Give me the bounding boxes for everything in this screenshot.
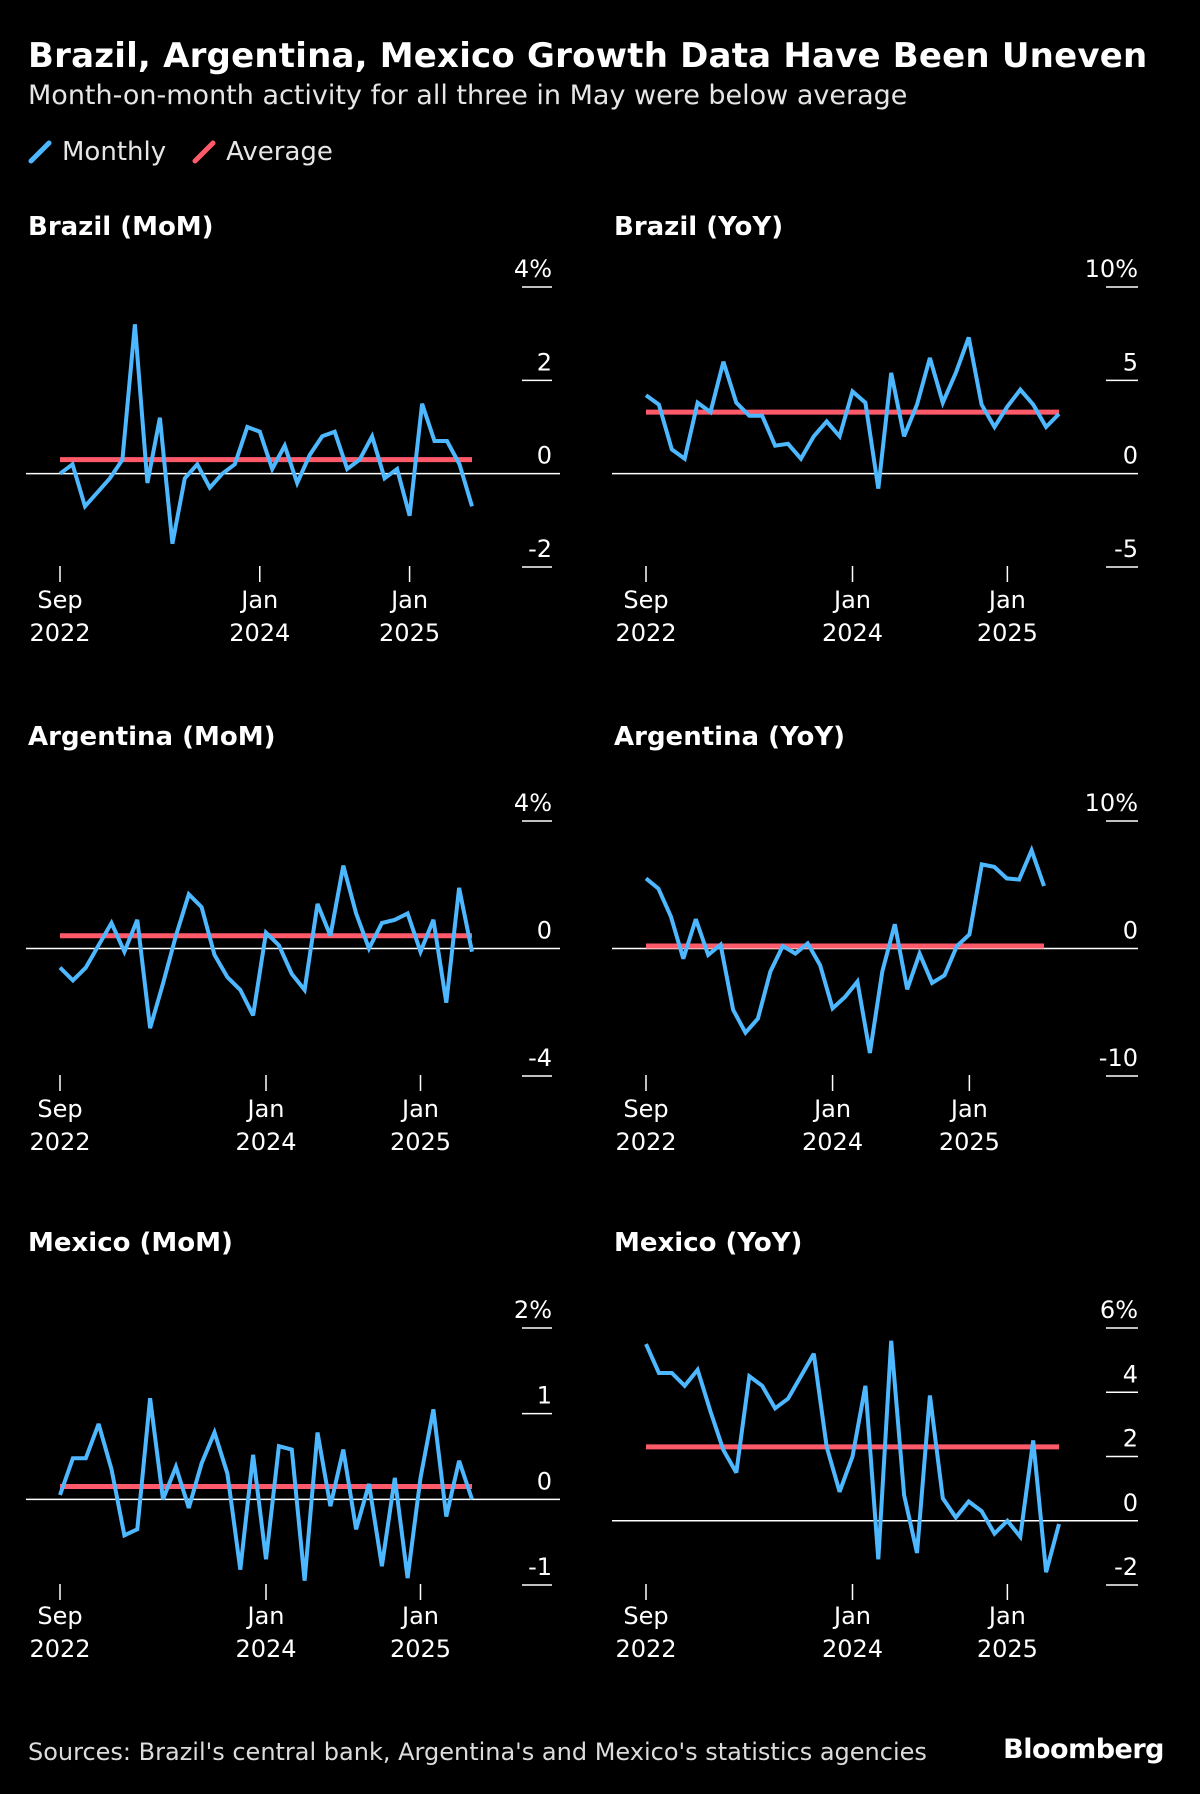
x-tick-label-month: Sep xyxy=(623,586,668,614)
y-tick-label: 10% xyxy=(1085,255,1138,283)
x-tick-label-year: 2024 xyxy=(822,619,883,647)
legend-item-average[interactable]: Average xyxy=(192,137,333,167)
panel-title-argentina-mom: Argentina (MoM) xyxy=(28,722,276,752)
x-tick-label-month: Sep xyxy=(623,1095,668,1123)
chart-brazil-yoy: 10% 5 0 -5 Sep 2022 Jan 2024 Jan 2025 xyxy=(612,255,1138,647)
x-tick-label-year: 2025 xyxy=(977,619,1038,647)
x-tick-label-month: Jan xyxy=(832,1602,871,1630)
x-tick-label-year: 2025 xyxy=(390,1635,451,1663)
y-tick-label: 2 xyxy=(537,348,552,376)
legend-label-monthly: Monthly xyxy=(62,137,167,167)
x-tick-label-year: 2022 xyxy=(615,1128,676,1156)
y-tick-label: 4% xyxy=(514,255,552,283)
monthly-series-line xyxy=(644,844,1046,1054)
y-tick-label: -5 xyxy=(1114,535,1138,563)
y-tick-label: 6% xyxy=(1100,1296,1138,1324)
legend-label-average: Average xyxy=(226,137,333,167)
x-tick-label-month: Jan xyxy=(389,586,428,614)
x-tick-label-year: 2025 xyxy=(390,1128,451,1156)
x-tick-label-month: Jan xyxy=(246,1602,285,1630)
monthly-series-line xyxy=(644,336,1061,489)
y-tick-label: -10 xyxy=(1099,1044,1138,1072)
x-tick-label-month: Jan xyxy=(987,586,1026,614)
chart-mexico-yoy: 6% 4 2 0 -2 Sep 2022 Jan 2024 Jan 2025 xyxy=(612,1296,1138,1663)
y-tick-label: 2 xyxy=(1123,1425,1138,1453)
panel-title-brazil-mom: Brazil (MoM) xyxy=(28,212,214,242)
y-tick-label: 0 xyxy=(537,1467,552,1495)
y-tick-label: 4 xyxy=(1123,1360,1138,1388)
legend: Monthly Average xyxy=(28,134,359,170)
x-tick-label-month: Sep xyxy=(37,586,82,614)
monthly-series-line xyxy=(58,865,474,1029)
x-tick-label-year: 2024 xyxy=(802,1128,863,1156)
x-tick-label-year: 2022 xyxy=(615,1635,676,1663)
y-tick-label: 2% xyxy=(514,1296,552,1324)
y-tick-label: 0 xyxy=(1123,1489,1138,1517)
chart-subtitle: Month-on-month activity for all three in… xyxy=(28,80,908,111)
x-tick-label-year: 2024 xyxy=(822,1635,883,1663)
y-tick-label: 0 xyxy=(1123,917,1138,945)
y-tick-label: 0 xyxy=(1123,442,1138,470)
x-tick-label-month: Jan xyxy=(400,1602,439,1630)
monthly-series-line xyxy=(58,1397,474,1581)
legend-item-monthly[interactable]: Monthly xyxy=(28,137,166,167)
source-note: Sources: Brazil's central bank, Argentin… xyxy=(28,1738,927,1766)
x-tick-label-month: Jan xyxy=(400,1095,439,1123)
y-tick-label: 4% xyxy=(514,789,552,817)
x-tick-label-month: Jan xyxy=(987,1602,1026,1630)
x-tick-label-month: Jan xyxy=(246,1095,285,1123)
y-tick-label: 0 xyxy=(537,917,552,945)
x-tick-label-month: Sep xyxy=(37,1602,82,1630)
x-tick-label-month: Jan xyxy=(812,1095,851,1123)
x-tick-label-year: 2022 xyxy=(615,619,676,647)
y-tick-label: -1 xyxy=(528,1553,552,1581)
bloomberg-logo: Bloomberg xyxy=(1003,1734,1164,1765)
average-swatch-icon xyxy=(192,140,216,164)
x-tick-label-month: Jan xyxy=(832,586,871,614)
panel-title-brazil-yoy: Brazil (YoY) xyxy=(614,212,784,242)
panel-title-mexico-mom: Mexico (MoM) xyxy=(28,1228,233,1258)
y-tick-label: 1 xyxy=(537,1382,552,1410)
x-tick-label-year: 2025 xyxy=(977,1635,1038,1663)
chart-brazil-mom: 4% 2 0 -2 Sep 2022 Jan 2024 Jan 2025 xyxy=(26,255,560,647)
y-tick-label: 10% xyxy=(1085,789,1138,817)
x-tick-label-month: Sep xyxy=(623,1602,668,1630)
y-tick-label: -2 xyxy=(1114,1553,1138,1581)
panel-title-mexico-yoy: Mexico (YoY) xyxy=(614,1228,803,1258)
monthly-swatch-icon xyxy=(28,140,52,164)
x-tick-label-year: 2024 xyxy=(235,1128,296,1156)
y-tick-label: 0 xyxy=(537,442,552,470)
x-tick-label-year: 2025 xyxy=(939,1128,1000,1156)
y-tick-label: -2 xyxy=(528,535,552,563)
x-tick-label-year: 2024 xyxy=(229,619,290,647)
x-tick-label-year: 2022 xyxy=(29,619,90,647)
x-tick-label-year: 2024 xyxy=(235,1635,296,1663)
monthly-series-line xyxy=(644,1340,1061,1573)
chart-mexico-mom: 2% 1 0 -1 Sep 2022 Jan 2024 Jan 2025 xyxy=(26,1296,560,1663)
chart-argentina-mom: 4% 0 -4 Sep 2022 Jan 2024 Jan 2025 xyxy=(26,789,560,1156)
x-tick-label-year: 2022 xyxy=(29,1128,90,1156)
chart-title: Brazil, Argentina, Mexico Growth Data Ha… xyxy=(28,36,1148,76)
x-tick-label-month: Jan xyxy=(239,586,278,614)
monthly-series-line xyxy=(58,324,474,545)
x-tick-label-month: Sep xyxy=(37,1095,82,1123)
y-tick-label: 5 xyxy=(1123,348,1138,376)
x-tick-label-year: 2022 xyxy=(29,1635,90,1663)
x-tick-label-month: Jan xyxy=(949,1095,988,1123)
y-tick-label: -4 xyxy=(528,1044,552,1072)
chart-argentina-yoy: 10% 0 -10 Sep 2022 Jan 2024 Jan 2025 xyxy=(612,789,1138,1156)
panel-title-argentina-yoy: Argentina (YoY) xyxy=(614,722,846,752)
x-tick-label-year: 2025 xyxy=(379,619,440,647)
